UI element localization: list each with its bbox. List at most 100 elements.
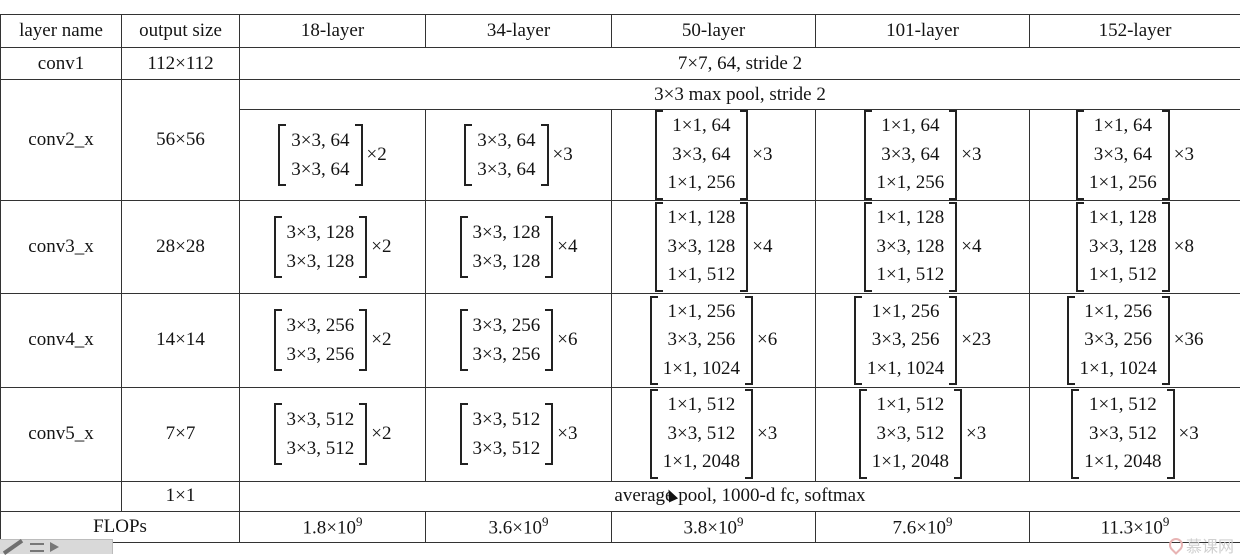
- flops-exponent: 9: [946, 514, 953, 529]
- output-size-conv3: 28×28: [122, 201, 240, 294]
- next-arrow-icon[interactable]: [50, 542, 59, 552]
- block-layer-spec: 3×3, 128: [473, 218, 541, 247]
- header-output-size: output size: [122, 15, 240, 48]
- block-layer-spec: 3×3, 256: [287, 311, 355, 340]
- block-repeat: ×3: [757, 423, 777, 445]
- layer-name-conv4: conv4_x: [1, 294, 122, 387]
- block-layer-spec: 3×3, 64: [1089, 141, 1157, 170]
- block-layer-spec: 1×1, 512: [663, 391, 740, 420]
- block-repeat: ×6: [557, 329, 577, 351]
- block-repeat: ×3: [1179, 423, 1199, 445]
- block-layer-spec: 1×1, 512: [872, 391, 949, 420]
- block-repeat: ×4: [961, 236, 981, 258]
- block-layer-spec: 1×1, 2048: [872, 448, 949, 477]
- block-layer-spec: 3×3, 64: [291, 155, 349, 184]
- flops-exponent: 9: [356, 514, 363, 529]
- video-toolbar: [0, 539, 113, 554]
- row-conv1: conv1 112×112 7×7, 64, stride 2: [1, 48, 1240, 80]
- block-layer-spec: 3×3, 64: [668, 141, 736, 170]
- block-layer-spec: 1×1, 256: [877, 169, 945, 198]
- flops-18-layer: 1.8×109: [240, 511, 426, 542]
- flops-34-layer: 3.6×109: [426, 511, 612, 542]
- block-repeat: ×23: [961, 329, 991, 351]
- block-layer-spec: 1×1, 128: [1089, 204, 1157, 233]
- block-layer-spec: 3×3, 256: [867, 326, 944, 355]
- block-repeat: ×3: [752, 144, 772, 166]
- block-layer-spec: 3×3, 512: [287, 405, 355, 434]
- block-layer-spec: 1×1, 512: [877, 261, 945, 290]
- block-layer-spec: 3×3, 256: [473, 340, 541, 369]
- output-size-avgpool: 1×1: [122, 481, 240, 511]
- block-layer-spec: 1×1, 1024: [1080, 355, 1157, 384]
- block-repeat: ×2: [371, 236, 391, 258]
- block-layer-spec: 1×1, 256: [663, 298, 740, 327]
- block-layer-spec: 3×3, 128: [473, 247, 541, 276]
- header-34-layer: 34-layer: [426, 15, 612, 48]
- watermark: 慕课网: [1169, 536, 1234, 554]
- resnet-architecture-table: layer name output size 18-layer 34-layer…: [0, 14, 1240, 543]
- block-repeat: ×6: [757, 329, 777, 351]
- block-layer-spec: 1×1, 1024: [663, 355, 740, 384]
- flops-exponent: 9: [1163, 514, 1170, 529]
- block-layer-spec: 1×1, 512: [668, 261, 736, 290]
- pen-icon[interactable]: [3, 539, 23, 555]
- block-layer-spec: 1×1, 256: [867, 298, 944, 327]
- block-layer-spec: 3×3, 256: [287, 340, 355, 369]
- layer-name-conv1: conv1: [1, 48, 122, 80]
- conv1-spec: 7×7, 64, stride 2: [240, 48, 1240, 80]
- flops-exponent: 9: [542, 514, 549, 529]
- block-layer-spec: 3×3, 128: [1089, 233, 1157, 262]
- block-layer-spec: 3×3, 64: [477, 126, 535, 155]
- block-layer-spec: 3×3, 512: [473, 434, 541, 463]
- block-layer-spec: 1×1, 128: [877, 204, 945, 233]
- block-repeat: ×4: [557, 236, 577, 258]
- header-50-layer: 50-layer: [612, 15, 816, 48]
- output-size-conv1: 112×112: [122, 48, 240, 80]
- list-icon[interactable]: [30, 543, 44, 552]
- block-layer-spec: 3×3, 256: [1080, 326, 1157, 355]
- block-layer-spec: 1×1, 2048: [1084, 448, 1161, 477]
- flops-base: 1.8×10: [303, 518, 356, 539]
- block-layer-spec: 1×1, 256: [1080, 298, 1157, 327]
- block-layer-spec: 3×3, 512: [663, 420, 740, 449]
- block-repeat: ×2: [371, 423, 391, 445]
- header-layer-name: layer name: [1, 15, 122, 48]
- block-layer-spec: 1×1, 128: [668, 204, 736, 233]
- block-layer-spec: 1×1, 256: [1089, 169, 1157, 198]
- block-repeat: ×3: [1174, 144, 1194, 166]
